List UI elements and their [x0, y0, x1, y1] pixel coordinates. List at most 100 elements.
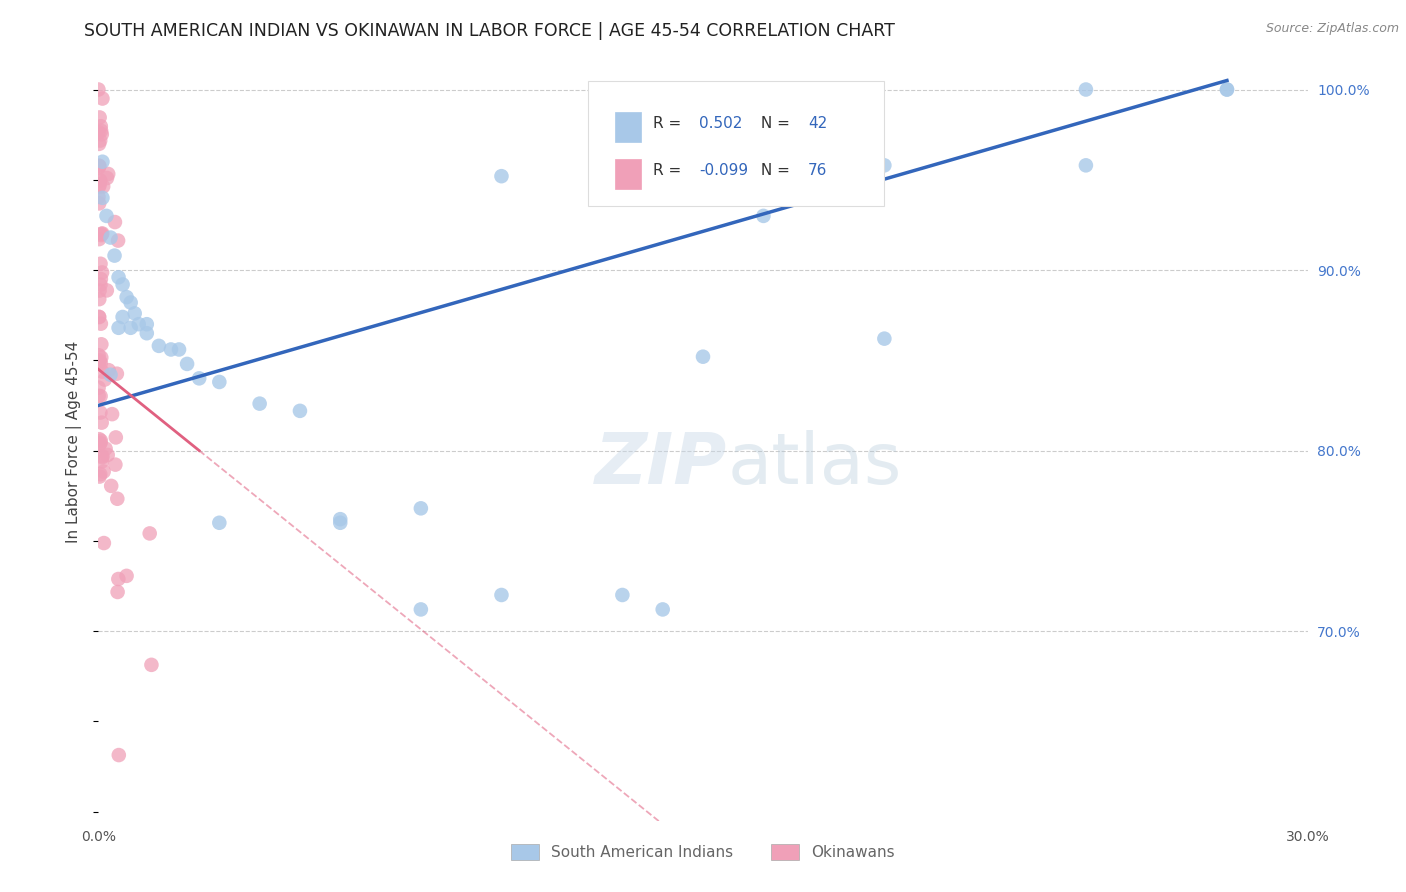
Point	[873, 332, 896, 346]
Text: N =: N =	[756, 116, 794, 131]
Point	[87, 381, 110, 395]
Point	[120, 295, 142, 310]
Text: 0.502: 0.502	[699, 116, 742, 131]
Text: atlas: atlas	[727, 430, 901, 499]
Point	[107, 747, 129, 762]
Point	[491, 169, 513, 184]
Point	[89, 353, 111, 368]
Point	[128, 317, 150, 331]
Point	[87, 348, 110, 362]
Point	[120, 321, 142, 335]
Point	[100, 230, 122, 244]
Point	[107, 585, 129, 599]
Point	[91, 365, 114, 379]
Point	[1074, 158, 1097, 172]
Point	[329, 512, 352, 526]
Point	[90, 257, 112, 271]
Point	[752, 209, 775, 223]
Point	[329, 516, 352, 530]
Point	[105, 491, 128, 506]
Point	[141, 657, 163, 672]
Legend: South American Indians, Okinawans: South American Indians, Okinawans	[505, 838, 901, 866]
Point	[107, 321, 129, 335]
Point	[409, 501, 432, 516]
Point	[87, 310, 110, 324]
Point	[89, 310, 111, 324]
Point	[105, 367, 128, 381]
Point	[89, 467, 111, 482]
Point	[138, 526, 160, 541]
Point	[107, 270, 129, 285]
Point	[89, 469, 111, 483]
Point	[101, 407, 124, 421]
Point	[1074, 82, 1097, 96]
Text: -0.099: -0.099	[699, 163, 748, 178]
Point	[160, 343, 183, 357]
Point	[89, 196, 111, 211]
Point	[111, 277, 134, 292]
Text: 42: 42	[808, 116, 828, 131]
Point	[100, 479, 122, 493]
Bar	[614, 112, 641, 142]
Point	[87, 82, 110, 96]
Point	[124, 306, 146, 320]
Point	[90, 434, 112, 448]
Point	[491, 588, 513, 602]
Point	[167, 343, 190, 357]
Point	[148, 339, 170, 353]
Point	[103, 249, 125, 263]
Point	[91, 191, 114, 205]
Point	[409, 602, 432, 616]
Point	[89, 406, 111, 420]
Point	[90, 317, 112, 331]
Point	[1216, 82, 1239, 96]
Point	[188, 371, 211, 385]
Point	[89, 178, 111, 192]
Point	[1216, 82, 1239, 96]
Point	[97, 167, 120, 181]
Point	[97, 448, 120, 462]
Point	[89, 355, 111, 369]
Point	[873, 158, 896, 172]
Point	[97, 363, 120, 377]
Point	[91, 91, 114, 105]
Point	[90, 272, 112, 286]
Point	[89, 432, 111, 446]
Text: 76: 76	[808, 163, 828, 178]
Point	[90, 124, 112, 138]
Point	[87, 125, 110, 139]
Bar	[614, 159, 641, 189]
Text: N =: N =	[756, 163, 794, 178]
Point	[96, 171, 118, 186]
Point	[89, 292, 111, 306]
Point	[90, 128, 112, 142]
Point	[135, 326, 157, 341]
Point	[90, 120, 112, 134]
Point	[91, 227, 114, 241]
Point	[89, 437, 111, 451]
Point	[91, 154, 114, 169]
Point	[89, 173, 111, 187]
Text: R =: R =	[654, 116, 686, 131]
Point	[612, 588, 634, 602]
Point	[90, 337, 112, 351]
Y-axis label: In Labor Force | Age 45-54: In Labor Force | Age 45-54	[66, 341, 83, 542]
Point	[208, 375, 231, 389]
Point	[91, 449, 114, 463]
FancyBboxPatch shape	[588, 81, 884, 207]
Point	[90, 454, 112, 468]
Point	[89, 284, 111, 298]
Point	[288, 404, 311, 418]
Point	[89, 159, 111, 173]
Point	[87, 179, 110, 194]
Point	[100, 368, 122, 382]
Point	[87, 159, 110, 173]
Point	[90, 389, 112, 403]
Text: ZIP: ZIP	[595, 430, 727, 499]
Point	[87, 389, 110, 403]
Point	[91, 450, 114, 465]
Point	[692, 350, 714, 364]
Point	[93, 465, 115, 479]
Point	[111, 310, 134, 324]
Point	[90, 351, 112, 365]
